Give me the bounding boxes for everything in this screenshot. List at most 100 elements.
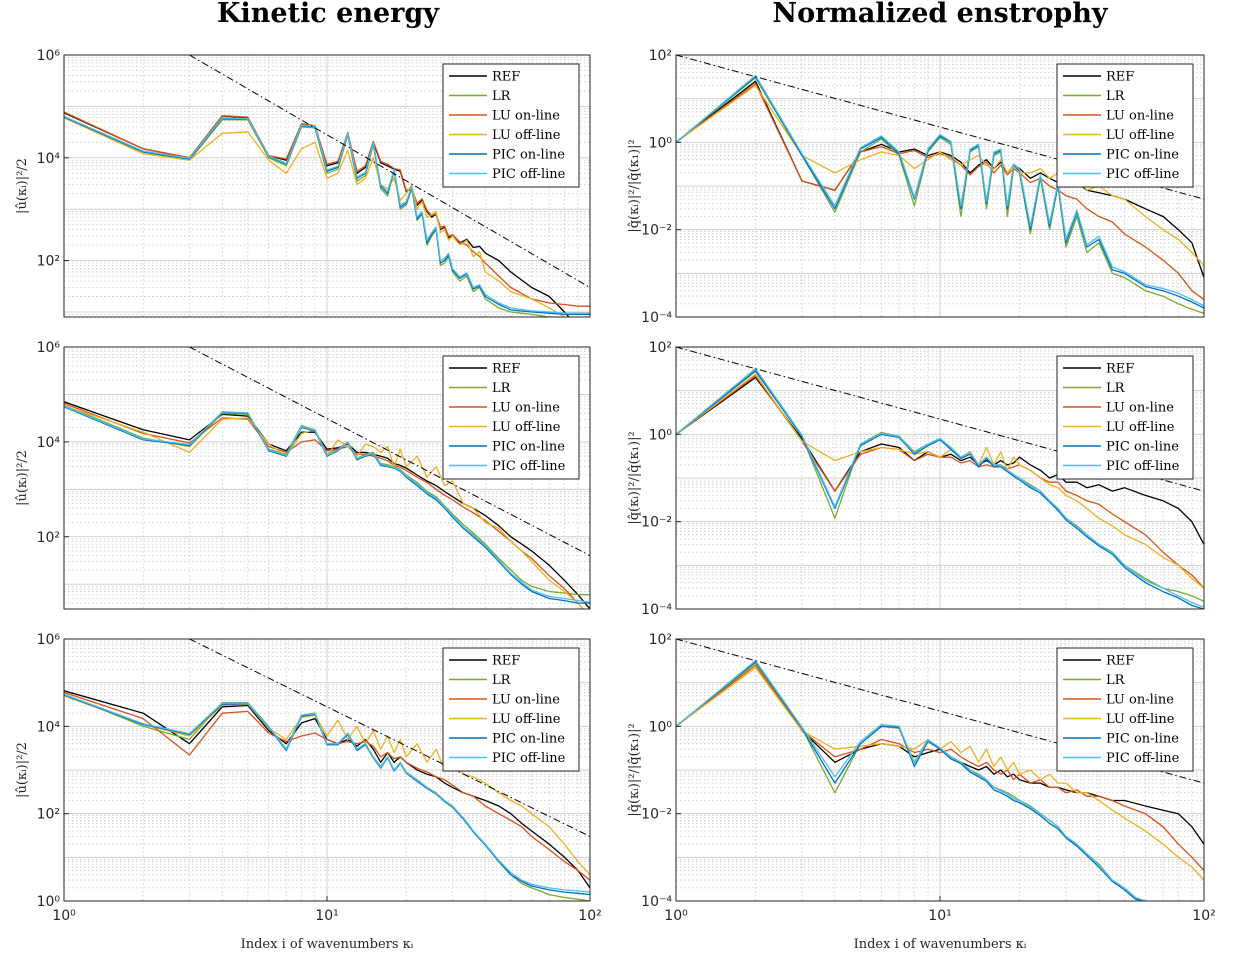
- series-line-ref: [676, 376, 1204, 545]
- y-tick-label: 10⁴: [37, 435, 61, 451]
- series-line-lu-off-line: [676, 667, 1204, 881]
- series-line-ref: [64, 690, 590, 889]
- x-tick-label: 10¹: [928, 908, 951, 924]
- x-tick-label: 10⁰: [664, 908, 688, 924]
- legend-box: [442, 63, 580, 188]
- reference-slope-line: [189, 639, 590, 837]
- title-normalized-enstrophy: Normalized enstrophy: [772, 0, 1109, 29]
- y-tick-label: 10⁻⁴: [641, 310, 672, 326]
- legend-box: [442, 647, 580, 772]
- panel-en-row1: 10⁻⁴ 10⁻² 10⁰ 10² |q̂(κᵢ)|²/|q̂(κ₁)|² REF LR LU…: [627, 48, 1205, 326]
- series-line-pic-on-line: [676, 370, 1204, 609]
- series-line-pic-on-line: [64, 406, 590, 604]
- legend-label: LU off-line: [1106, 128, 1175, 143]
- y-tick-label: 10²: [37, 807, 60, 823]
- y-tick-label: 10⁰: [649, 427, 673, 443]
- axes-box: [675, 54, 1205, 318]
- legend-label: REF: [492, 362, 520, 377]
- reference-slope-line: [189, 347, 590, 557]
- y-tick-label: 10⁰: [649, 719, 673, 735]
- legend-label: LU off-line: [492, 712, 561, 727]
- legend-label: LU on-line: [1106, 693, 1174, 708]
- legend-label: LU on-line: [1106, 109, 1174, 124]
- series-line-lu-off-line: [676, 84, 1204, 267]
- axes-box: [675, 346, 1205, 610]
- y-tick-label: 10⁶: [37, 340, 61, 356]
- y-tick-label: 10²: [649, 48, 672, 64]
- series-line-pic-off-line: [64, 693, 590, 893]
- x-axis-label: Index i of wavenumbers κᵢ: [241, 937, 414, 952]
- series-group: [64, 401, 590, 609]
- legend-label: LU off-line: [492, 128, 561, 143]
- legend-label: LR: [492, 381, 512, 396]
- legend-label: PIC off-line: [1106, 459, 1180, 474]
- legend-label: LU on-line: [492, 109, 560, 124]
- y-tick-label: 10⁶: [37, 48, 61, 64]
- legend: REF LR LU on-line LU off-line PIC on-line PIC…: [442, 355, 580, 480]
- y-tick-label: 10⁻⁴: [641, 602, 672, 618]
- series-line-lu-off-line: [64, 117, 567, 317]
- legend-label: LU on-line: [1106, 401, 1174, 416]
- series-group: [64, 111, 590, 317]
- y-axis-label: |q̂(κᵢ)|²/|q̂(κ₁)|²: [627, 723, 642, 816]
- legend: REF LR LU on-line LU off-line PIC on-line PIC…: [1056, 63, 1194, 188]
- panel-en-row3: 10⁻⁴ 10⁻² 10⁰ 10² 10⁰ 10¹ 10² |q̂(κᵢ)|²/|q̂(κ₁)…: [627, 632, 1216, 952]
- legend-label: PIC on-line: [1106, 148, 1179, 163]
- y-tick-label: 10²: [37, 254, 60, 270]
- panels-grid: 10² 10⁴ 10⁶ |û(κᵢ)|²/2 REF LR LU on-line LU off…: [15, 48, 1216, 952]
- series-group: [676, 659, 1204, 901]
- panel-ke-row2: 10² 10⁴ 10⁶ |û(κᵢ)|²/2 REF LR LU on-line LU off…: [15, 340, 591, 610]
- y-tick-label: 10⁻²: [641, 515, 672, 531]
- legend-label: PIC off-line: [492, 751, 566, 766]
- legend-label: LU off-line: [1106, 420, 1175, 435]
- series-line-pic-off-line: [64, 115, 590, 314]
- legend-label: PIC on-line: [1106, 732, 1179, 747]
- legend-label: LR: [1106, 673, 1126, 688]
- axes-box: [63, 54, 591, 318]
- series-line-pic-off-line: [676, 367, 1204, 608]
- y-tick-label: 10²: [649, 340, 672, 356]
- series-line-lu-off-line: [64, 695, 590, 876]
- y-tick-label: 10⁻²: [641, 807, 672, 823]
- legend-box: [1056, 63, 1194, 188]
- y-tick-label: 10⁻²: [641, 223, 672, 239]
- legend-label: LR: [1106, 381, 1126, 396]
- legend-label: PIC on-line: [492, 440, 565, 455]
- legend-label: PIC off-line: [492, 167, 566, 182]
- x-tick-label: 10²: [578, 908, 601, 924]
- y-tick-label: 10²: [37, 530, 60, 546]
- legend-label: PIC off-line: [1106, 751, 1180, 766]
- y-axis-label: |q̂(κᵢ)|²/|q̂(κ₁)|²: [627, 431, 642, 524]
- x-tick-label: 10²: [1192, 908, 1215, 924]
- series-line-pic-off-line: [676, 74, 1204, 307]
- grid: [676, 347, 1204, 609]
- legend-label: PIC off-line: [1106, 167, 1180, 182]
- legend-label: LR: [1106, 89, 1126, 104]
- legend-label: PIC on-line: [1106, 440, 1179, 455]
- legend-label: LR: [492, 673, 512, 688]
- x-tick-label: 10⁰: [52, 908, 76, 924]
- series-line-pic-off-line: [676, 659, 1146, 901]
- legend-label: LU on-line: [492, 401, 560, 416]
- y-tick-label: 10⁰: [649, 135, 673, 151]
- y-tick-label: 10⁴: [37, 151, 61, 167]
- series-line-pic-off-line: [64, 405, 590, 603]
- reference-slope-line: [189, 55, 590, 288]
- legend-label: REF: [1106, 362, 1134, 377]
- legend-label: REF: [492, 70, 520, 85]
- series-group: [676, 367, 1204, 609]
- y-axis-label: |q̂(κᵢ)|²/|q̂(κ₁)|²: [627, 139, 642, 232]
- y-tick-label: 10⁰: [37, 894, 61, 910]
- x-axis-label: Index i of wavenumbers κᵢ: [854, 937, 1027, 952]
- y-axis-label: |û(κᵢ)|²/2: [15, 158, 30, 214]
- grid: [676, 55, 1204, 317]
- series-line-lu-on-line: [676, 83, 1204, 301]
- y-axis-label: |û(κᵢ)|²/2: [15, 450, 30, 506]
- series-line-lr: [676, 77, 1204, 315]
- legend: REF LR LU on-line LU off-line PIC on-line PIC…: [1056, 647, 1194, 772]
- legend-label: LR: [492, 89, 512, 104]
- legend-box: [1056, 647, 1194, 772]
- legend-box: [1056, 355, 1194, 480]
- title-kinetic-energy: Kinetic energy: [217, 0, 440, 29]
- legend-label: LU on-line: [492, 693, 560, 708]
